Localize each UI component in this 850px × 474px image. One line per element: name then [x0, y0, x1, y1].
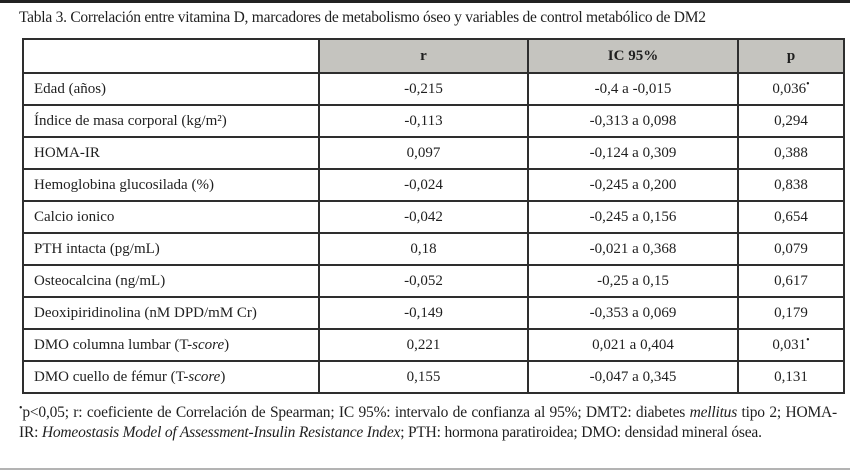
- variable-label: DMO cuello de fémur (T-score): [22, 360, 320, 394]
- ic95-value: -0,245 a 0,156: [527, 200, 739, 234]
- r-value: -0,024: [318, 168, 529, 202]
- significance-marker: •: [806, 78, 810, 90]
- r-value: 0,097: [318, 136, 529, 170]
- table-row: HOMA-IR 0,097 -0,124 a 0,309 0,388: [22, 136, 845, 170]
- variable-label: Hemoglobina glucosilada (%): [22, 168, 320, 202]
- header-r: r: [318, 38, 529, 74]
- ic95-value: -0,124 a 0,309: [527, 136, 739, 170]
- top-rule: [0, 0, 850, 3]
- table-row: DMO columna lumbar (T-score) 0,221 0,021…: [22, 328, 845, 362]
- variable-label: Deoxipiridinolina (nM DPD/mM Cr): [22, 296, 320, 330]
- r-value: -0,052: [318, 264, 529, 298]
- ic95-value: -0,245 a 0,200: [527, 168, 739, 202]
- ic95-value: -0,25 a 0,15: [527, 264, 739, 298]
- p-value: 0,079: [737, 232, 845, 266]
- ic95-value: -0,4 a -0,015: [527, 72, 739, 106]
- table-row: DMO cuello de fémur (T-score) 0,155 -0,0…: [22, 360, 845, 394]
- p-value: 0,654: [737, 200, 845, 234]
- bottom-rule: [0, 468, 850, 470]
- p-number: 0,654: [774, 208, 808, 225]
- ic95-value: -0,313 a 0,098: [527, 104, 739, 138]
- r-value: 0,221: [318, 328, 529, 362]
- table-row: PTH intacta (pg/mL) 0,18 -0,021 a 0,368 …: [22, 232, 845, 266]
- correlation-table: r IC 95% p Edad (años) -0,215 -0,4 a -0,…: [22, 38, 845, 394]
- r-value: -0,042: [318, 200, 529, 234]
- p-number: 0,036: [772, 80, 807, 97]
- ic95-value: -0,047 a 0,345: [527, 360, 739, 394]
- variable-label: Índice de masa corporal (kg/m²): [22, 104, 320, 138]
- ic95-value: -0,353 a 0,069: [527, 296, 739, 330]
- variable-label: Edad (años): [22, 72, 320, 106]
- p-value: 0,838: [737, 168, 845, 202]
- p-number: 0,179: [774, 304, 808, 321]
- p-number: 0,617: [774, 272, 808, 289]
- p-value: 0,617: [737, 264, 845, 298]
- variable-label: PTH intacta (pg/mL): [22, 232, 320, 266]
- table-row: Calcio ionico -0,042 -0,245 a 0,156 0,65…: [22, 200, 845, 234]
- r-value: 0,155: [318, 360, 529, 394]
- p-value: 0,179: [737, 296, 845, 330]
- table-caption: Tabla 3. Correlación entre vitamina D, m…: [19, 9, 706, 26]
- table-row: Edad (años) -0,215 -0,4 a -0,015 0,036•: [22, 72, 845, 106]
- table-header-row: r IC 95% p: [22, 38, 845, 74]
- significance-marker: •: [806, 334, 810, 346]
- r-value: 0,18: [318, 232, 529, 266]
- footnote: •p<0,05; r: coeficiente de Correlación d…: [19, 402, 837, 441]
- header-p: p: [737, 38, 845, 74]
- p-number: 0,388: [774, 144, 808, 161]
- variable-label: Calcio ionico: [22, 200, 320, 234]
- table-row: Hemoglobina glucosilada (%) -0,024 -0,24…: [22, 168, 845, 202]
- variable-label: HOMA-IR: [22, 136, 320, 170]
- ic95-value: 0,021 a 0,404: [527, 328, 739, 362]
- table-row: Deoxipiridinolina (nM DPD/mM Cr) -0,149 …: [22, 296, 845, 330]
- r-value: -0,149: [318, 296, 529, 330]
- p-value: 0,036•: [737, 72, 845, 106]
- p-number: 0,079: [774, 240, 808, 257]
- p-value: 0,131: [737, 360, 845, 394]
- p-number: 0,838: [774, 176, 808, 193]
- p-value: 0,388: [737, 136, 845, 170]
- table-row: Osteocalcina (ng/mL) -0,052 -0,25 a 0,15…: [22, 264, 845, 298]
- table-row: Índice de masa corporal (kg/m²) -0,113 -…: [22, 104, 845, 138]
- p-number: 0,294: [774, 112, 808, 129]
- p-value: 0,031•: [737, 328, 845, 362]
- variable-label: Osteocalcina (ng/mL): [22, 264, 320, 298]
- r-value: -0,215: [318, 72, 529, 106]
- ic95-value: -0,021 a 0,368: [527, 232, 739, 266]
- variable-label: DMO columna lumbar (T-score): [22, 328, 320, 362]
- p-number: 0,031: [772, 336, 807, 353]
- header-ic95: IC 95%: [527, 38, 739, 74]
- p-value: 0,294: [737, 104, 845, 138]
- r-value: -0,113: [318, 104, 529, 138]
- p-number: 0,131: [774, 368, 808, 385]
- header-variable: [22, 38, 320, 74]
